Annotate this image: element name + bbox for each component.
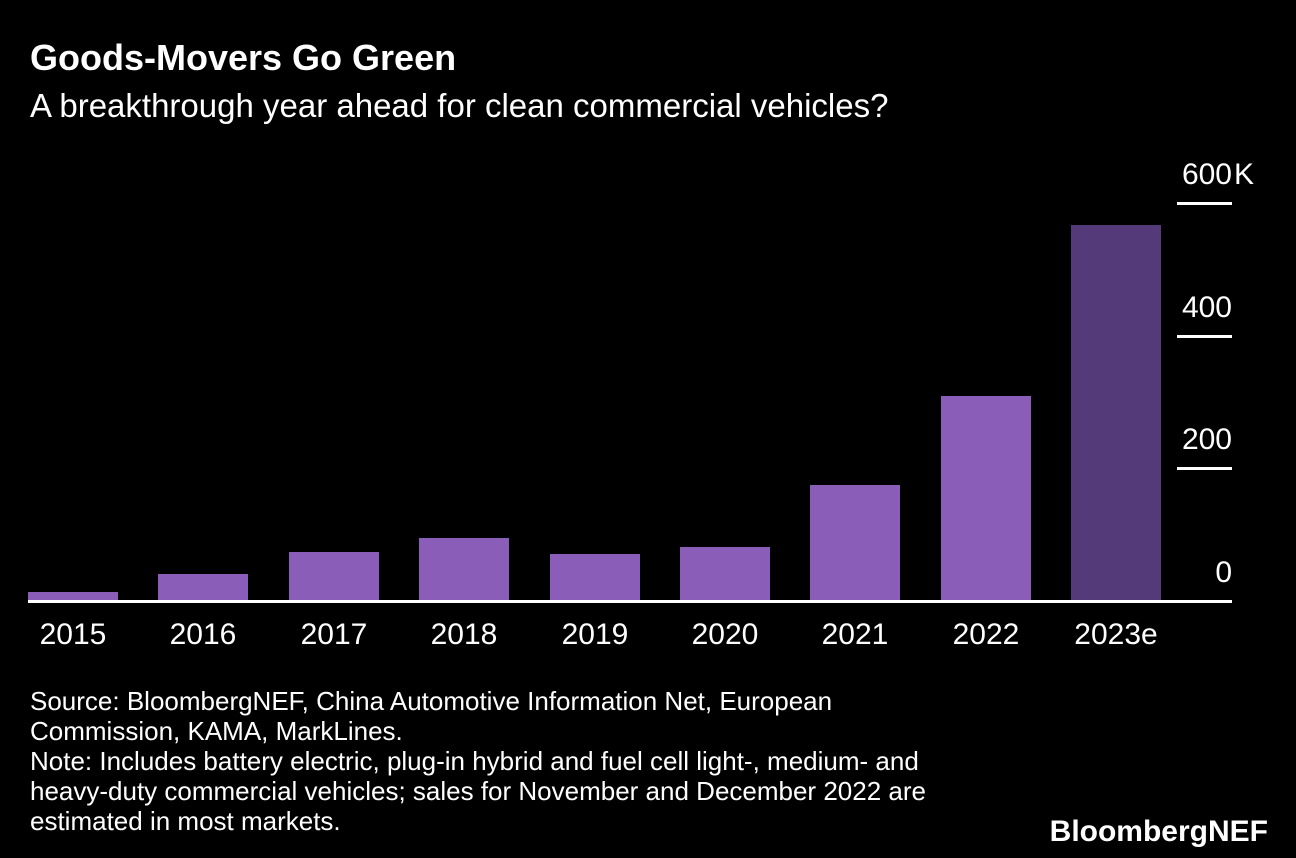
x-axis-line <box>28 600 1232 603</box>
x-tick-label-2023e: 2023e <box>1074 618 1158 651</box>
y-tick-label-0: 0 <box>1215 556 1232 589</box>
source-note: Source: BloombergNEF, China Automotive I… <box>30 686 926 836</box>
y-tick-line-400 <box>1177 335 1232 338</box>
bar-2019 <box>550 554 640 600</box>
x-tick-label-2020: 2020 <box>691 618 759 651</box>
source-line: estimated in most markets. <box>30 806 341 836</box>
y-tick-label-200: 200 <box>1181 423 1232 456</box>
x-tick-label-2021: 2021 <box>821 618 889 651</box>
source-line: Note: Includes battery electric, plug-in… <box>30 746 919 776</box>
bar-2017 <box>289 552 379 600</box>
x-tick-label-2015: 2015 <box>39 618 107 651</box>
page-title: Goods-Movers Go Green <box>30 37 457 78</box>
x-tick-label-2019: 2019 <box>561 618 629 651</box>
source-line: Commission, KAMA, MarkLines. <box>30 716 403 746</box>
x-tick-label-2018: 2018 <box>430 618 498 651</box>
bar-2015 <box>28 592 118 600</box>
bar-chart: 600 K 400 200 0 2015 2016 2017 2018 2019 2020 2021… <box>28 158 1255 651</box>
source-line: heavy-duty commercial vehicles; sales fo… <box>30 776 926 806</box>
y-tick-label-600K: 600 K <box>1181 158 1255 191</box>
page-subtitle: A breakthrough year ahead for clean comm… <box>30 87 889 124</box>
bloombergnef-logo: BloombergNEF <box>1049 815 1268 848</box>
bar-2022 <box>941 396 1031 600</box>
bar-2018 <box>419 538 509 600</box>
y-axis-unit: K <box>1234 158 1255 191</box>
x-tick-label-2016: 2016 <box>169 618 237 651</box>
x-tick-label-2022: 2022 <box>952 618 1020 651</box>
x-tick-label-2017: 2017 <box>300 618 368 651</box>
bar-2021 <box>810 485 900 600</box>
source-line: Source: BloombergNEF, China Automotive I… <box>30 686 833 716</box>
y-tick-line-200 <box>1177 467 1232 470</box>
bar-2016 <box>158 574 248 600</box>
bar-2023e <box>1071 225 1161 600</box>
y-tick-line-600 <box>1177 202 1232 205</box>
bar-2020 <box>680 547 770 600</box>
y-tick-label-400: 400 <box>1181 291 1232 324</box>
